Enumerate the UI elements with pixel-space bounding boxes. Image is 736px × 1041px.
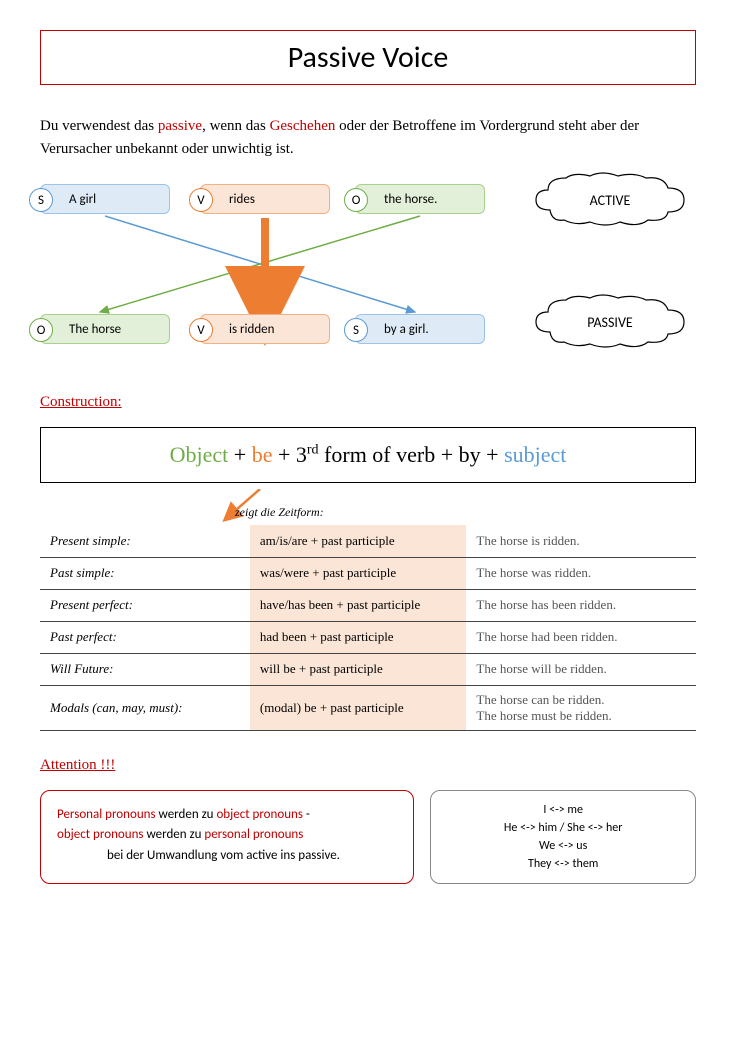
formula-plus1: + bbox=[228, 442, 251, 467]
formula-plus-by: + by + bbox=[435, 442, 504, 467]
table-row: Will Future:will be + past participleThe… bbox=[40, 653, 696, 685]
tense-form: was/were + past participle bbox=[250, 557, 466, 589]
tense-form: have/has been + past participle bbox=[250, 589, 466, 621]
passive-subject-text: by a girl. bbox=[384, 322, 429, 337]
table-row: Past simple:was/were + past participleTh… bbox=[40, 557, 696, 589]
attention-rule-box: Personal pronouns werden zu object prono… bbox=[40, 790, 414, 884]
subject-label: S bbox=[29, 188, 53, 212]
active-verb-box: V rides bbox=[200, 184, 330, 214]
attention-boxes: Personal pronouns werden zu object prono… bbox=[40, 790, 696, 884]
formula-rd: rd bbox=[307, 443, 319, 458]
intro-passive: passive bbox=[158, 118, 202, 134]
tense-form: had been + past participle bbox=[250, 621, 466, 653]
pronoun-line: He <-> him / She <-> her bbox=[445, 819, 681, 837]
tense-table: Present simple:am/is/are + past particip… bbox=[40, 525, 696, 731]
pp2-red: personal pronouns bbox=[204, 827, 303, 842]
active-cloud: ACTIVE bbox=[530, 170, 690, 230]
tense-form: am/is/are + past participle bbox=[250, 525, 466, 557]
object-label: O bbox=[29, 318, 53, 342]
object-label: O bbox=[344, 188, 368, 212]
active-subject-text: A girl bbox=[69, 192, 96, 207]
table-row: Present perfect:have/has been + past par… bbox=[40, 589, 696, 621]
op2-red: object pronouns bbox=[57, 827, 144, 842]
passive-cloud-label: PASSIVE bbox=[530, 314, 690, 331]
verb-label: V bbox=[189, 318, 213, 342]
tense-example: The horse has been ridden. bbox=[466, 589, 696, 621]
formula-box: Object + be + 3rd form of verb + by + su… bbox=[40, 427, 696, 483]
tense-form: (modal) be + past participle bbox=[250, 685, 466, 730]
intro-pre: Du verwendest das bbox=[40, 118, 158, 134]
active-subject-box: S A girl bbox=[40, 184, 170, 214]
table-row: Present simple:am/is/are + past particip… bbox=[40, 525, 696, 557]
tense-example: The horse was ridden. bbox=[466, 557, 696, 589]
formula-form: form of verb bbox=[319, 442, 436, 467]
svo-diagram: S A girl V rides O the horse. ACTIVE O T… bbox=[40, 184, 696, 384]
passive-cloud: PASSIVE bbox=[530, 292, 690, 352]
intro-geschehen: Geschehen bbox=[270, 118, 336, 134]
passive-verb-text: is ridden bbox=[229, 322, 274, 337]
formula-plus2: + 3 bbox=[272, 442, 306, 467]
pronouns-box: I <-> meHe <-> him / She <-> herWe <-> u… bbox=[430, 790, 696, 884]
tense-example: The horse will be ridden. bbox=[466, 653, 696, 685]
passive-object-text: The horse bbox=[69, 322, 121, 337]
tense-name: Modals (can, may, must): bbox=[40, 685, 250, 730]
intro-mid: , wenn das bbox=[202, 118, 270, 134]
pronoun-line: I <-> me bbox=[445, 801, 681, 819]
tense-name: Past perfect: bbox=[40, 621, 250, 653]
tense-name: Present perfect: bbox=[40, 589, 250, 621]
formula-arrow-area: zeigt die Zeitform: bbox=[40, 489, 696, 525]
op-red: object pronouns bbox=[216, 807, 303, 822]
tense-form: will be + past participle bbox=[250, 653, 466, 685]
passive-object-box: O The horse bbox=[40, 314, 170, 344]
tense-example: The horse can be ridden. The horse must … bbox=[466, 685, 696, 730]
passive-subject-box: S by a girl. bbox=[355, 314, 485, 344]
subject-label: S bbox=[344, 318, 368, 342]
active-cloud-label: ACTIVE bbox=[530, 192, 690, 209]
table-row: Past perfect:had been + past participleT… bbox=[40, 621, 696, 653]
passive-verb-box: V is ridden bbox=[200, 314, 330, 344]
formula-object: Object bbox=[170, 442, 229, 467]
active-verb-text: rides bbox=[229, 192, 255, 207]
attention-heading: Attention !!! bbox=[40, 757, 696, 774]
intro-paragraph: Du verwendest das passive, wenn das Gesc… bbox=[40, 115, 696, 160]
formula-be: be bbox=[252, 442, 273, 467]
pronoun-line: They <-> them bbox=[445, 855, 681, 873]
page-title: Passive Voice bbox=[40, 30, 696, 85]
tense-name: Will Future: bbox=[40, 653, 250, 685]
tense-name: Present simple: bbox=[40, 525, 250, 557]
pp-red: Personal pronouns bbox=[57, 807, 156, 822]
active-object-text: the horse. bbox=[384, 192, 437, 207]
table-row: Modals (can, may, must):(modal) be + pas… bbox=[40, 685, 696, 730]
pronoun-line: We <-> us bbox=[445, 837, 681, 855]
tense-name: Past simple: bbox=[40, 557, 250, 589]
verb-label: V bbox=[189, 188, 213, 212]
zeigt-label: zeigt die Zeitform: bbox=[235, 505, 324, 520]
tense-example: The horse had been ridden. bbox=[466, 621, 696, 653]
active-object-box: O the horse. bbox=[355, 184, 485, 214]
construction-heading: Construction: bbox=[40, 394, 696, 411]
formula-subject: subject bbox=[504, 442, 566, 467]
tense-example: The horse is ridden. bbox=[466, 525, 696, 557]
